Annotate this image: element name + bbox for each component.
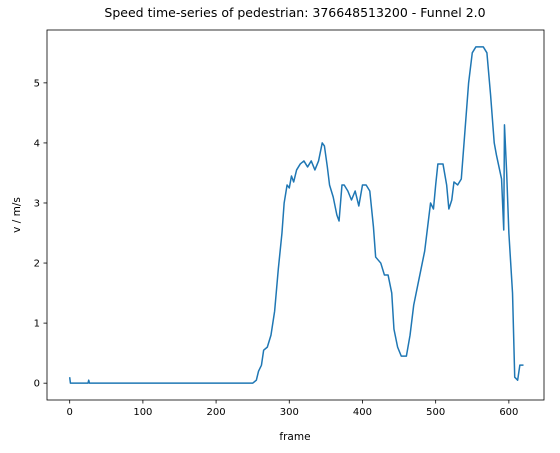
x-tick-label: 400 [353, 407, 372, 418]
y-tick-label: 0 [34, 379, 40, 390]
y-axis-label: v / m/s [11, 197, 23, 233]
y-tick-label: 5 [34, 78, 40, 89]
x-tick-label: 0 [67, 407, 73, 418]
plot-frame [46, 29, 545, 401]
x-tick-label: 500 [426, 407, 445, 418]
chart-title: Speed time-series of pedestrian: 3766485… [104, 5, 485, 20]
x-tick-label: 300 [280, 407, 299, 418]
y-tick-label: 3 [34, 198, 40, 209]
data-line [68, 46, 524, 384]
x-axis-label: frame [279, 431, 310, 443]
x-tick-label: 100 [133, 407, 152, 418]
y-tick-label: 4 [34, 138, 40, 149]
y-tick-label: 1 [34, 319, 40, 330]
x-tick-label: 600 [499, 407, 518, 418]
x-tick-label: 200 [207, 407, 226, 418]
y-tick-label: 2 [34, 259, 40, 270]
